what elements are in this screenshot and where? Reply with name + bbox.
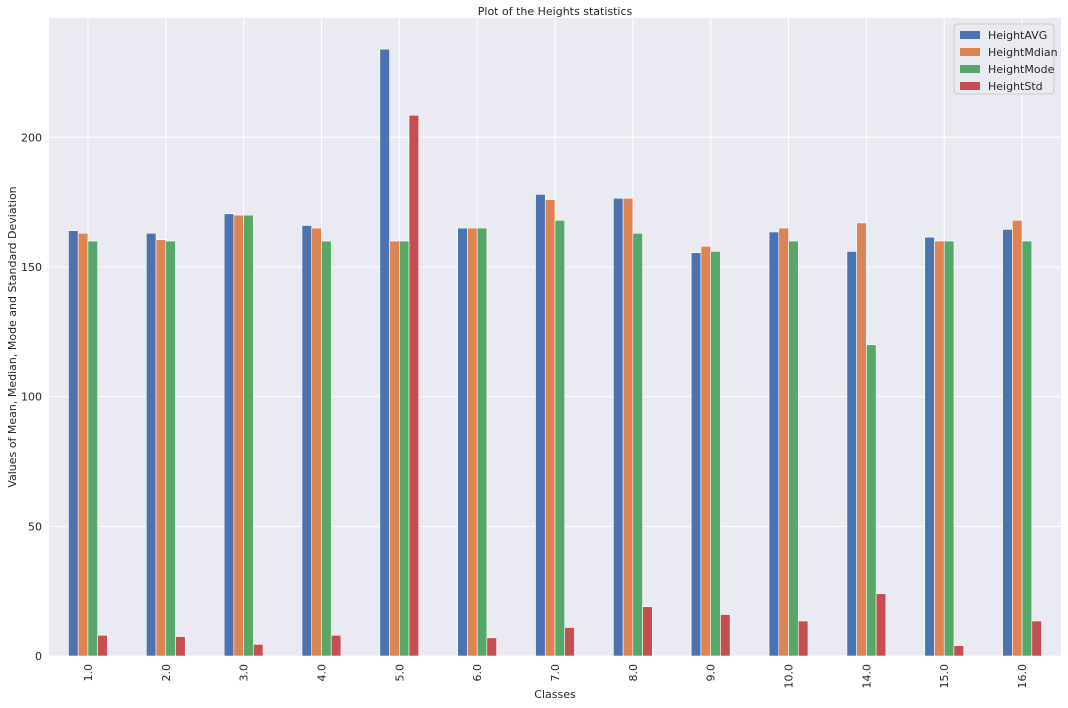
- bar-heightmdian-15.0: [934, 240, 945, 657]
- bar-heightavg-5.0: [379, 48, 390, 657]
- bar-heightmdian-10.0: [778, 227, 789, 657]
- bar-heightmdian-9.0: [700, 245, 711, 657]
- bar-heightstd-6.0: [486, 637, 497, 657]
- bar-heightmode-7.0: [554, 219, 566, 657]
- legend-swatch: [960, 48, 980, 56]
- bar-heightstd-5.0: [408, 114, 420, 657]
- bar-heightstd-16.0: [1031, 620, 1042, 657]
- legend-swatch: [960, 65, 980, 73]
- x-tick-label: 2.0: [160, 664, 173, 682]
- bar-heightavg-8.0: [613, 197, 624, 657]
- bar-heightstd-3.0: [253, 644, 264, 657]
- legend-label: HeightMdian: [988, 46, 1058, 59]
- bar-heightmode-4.0: [321, 240, 332, 657]
- bar-heightmode-5.0: [399, 240, 410, 657]
- legend-box: [953, 23, 1055, 95]
- legend-label: HeightStd: [988, 80, 1043, 93]
- y-tick-label: 150: [21, 261, 42, 274]
- x-axis-ticks: 1.0 2.0 3.0 4.0 5.0 6.0 7.0 8.0 9.0 10.0 14.0 15.0 1…: [82, 664, 1029, 689]
- bar-heightavg-9.0: [690, 252, 702, 657]
- legend-label: HeightMode: [988, 63, 1055, 76]
- y-axis-ticks: 0 50 100 150 200: [21, 131, 42, 663]
- x-tick-label: 16.0: [1016, 664, 1029, 689]
- bar-heightmdian-7.0: [544, 199, 556, 657]
- bar-heightavg-1.0: [68, 230, 79, 657]
- bar-heightavg-15.0: [924, 236, 935, 657]
- bar-heightmdian-8.0: [622, 197, 634, 657]
- bar-heightavg-7.0: [535, 194, 546, 657]
- bar-heightmode-14.0: [866, 344, 877, 657]
- bar-heightmdian-1.0: [77, 232, 89, 657]
- y-tick-label: 200: [21, 131, 42, 144]
- y-tick-label: 50: [28, 520, 42, 533]
- bar-heightmdian-6.0: [467, 227, 478, 657]
- bar-heightmode-8.0: [632, 232, 643, 657]
- bar-heightstd-4.0: [330, 634, 342, 657]
- chart-title: Plot of the Heights statistics: [478, 5, 633, 18]
- x-tick-label: 5.0: [393, 664, 406, 682]
- x-tick-label: 7.0: [549, 664, 562, 682]
- bar-heightstd-9.0: [720, 614, 731, 657]
- bar-heightmode-9.0: [710, 251, 721, 657]
- y-tick-label: 0: [35, 650, 42, 663]
- x-tick-label: 6.0: [471, 664, 484, 682]
- bar-heightavg-10.0: [768, 231, 780, 657]
- bar-heightstd-14.0: [875, 593, 887, 657]
- legend: HeightAVG HeightMdian HeightMode HeightStd: [953, 23, 1058, 95]
- bar-heightmdian-16.0: [1012, 219, 1023, 657]
- bar-heightavg-2.0: [146, 232, 157, 657]
- bar-heightavg-3.0: [223, 213, 235, 657]
- x-tick-label: 15.0: [938, 664, 951, 689]
- bar-heightstd-15.0: [953, 645, 964, 657]
- legend-swatch: [960, 31, 980, 39]
- bar-heightmode-1.0: [87, 240, 98, 657]
- bar-heightmdian-14.0: [856, 222, 867, 657]
- bar-heightstd-1.0: [97, 634, 108, 657]
- y-axis-label: Values of Mean, Median, Mode and Standar…: [6, 186, 19, 487]
- legend-label: HeightAVG: [988, 29, 1047, 42]
- bar-heightmode-15.0: [943, 240, 955, 657]
- x-tick-label: 8.0: [627, 664, 640, 682]
- x-tick-label: 3.0: [238, 664, 251, 682]
- bar-heightavg-4.0: [301, 225, 313, 657]
- bar-heightmode-6.0: [476, 227, 488, 657]
- x-tick-label: 1.0: [82, 664, 95, 682]
- bar-heightmdian-4.0: [311, 227, 322, 657]
- bar-heightmode-10.0: [788, 240, 799, 657]
- x-axis-label: Classes: [534, 688, 576, 701]
- bar-heightavg-16.0: [1002, 229, 1013, 657]
- x-tick-label: 4.0: [315, 664, 328, 682]
- bar-heightavg-6.0: [457, 227, 468, 657]
- bar-heightstd-2.0: [175, 636, 186, 657]
- bar-heightmdian-5.0: [389, 240, 400, 657]
- x-tick-label: 10.0: [783, 664, 796, 689]
- bar-heightstd-10.0: [797, 620, 809, 657]
- bar-heightmdian-2.0: [155, 239, 167, 657]
- legend-swatch: [960, 82, 980, 90]
- bars: [68, 48, 1042, 657]
- bar-heightavg-14.0: [846, 251, 857, 657]
- x-tick-label: 14.0: [860, 664, 873, 689]
- y-tick-label: 100: [21, 391, 42, 404]
- bar-heightstd-8.0: [642, 606, 653, 657]
- bar-heightmode-2.0: [165, 240, 176, 657]
- bar-heightmdian-3.0: [233, 214, 244, 657]
- bar-heightmode-3.0: [243, 214, 254, 657]
- bar-heightmode-16.0: [1021, 240, 1033, 657]
- bar-heightstd-7.0: [564, 627, 575, 657]
- x-tick-label: 9.0: [705, 664, 718, 682]
